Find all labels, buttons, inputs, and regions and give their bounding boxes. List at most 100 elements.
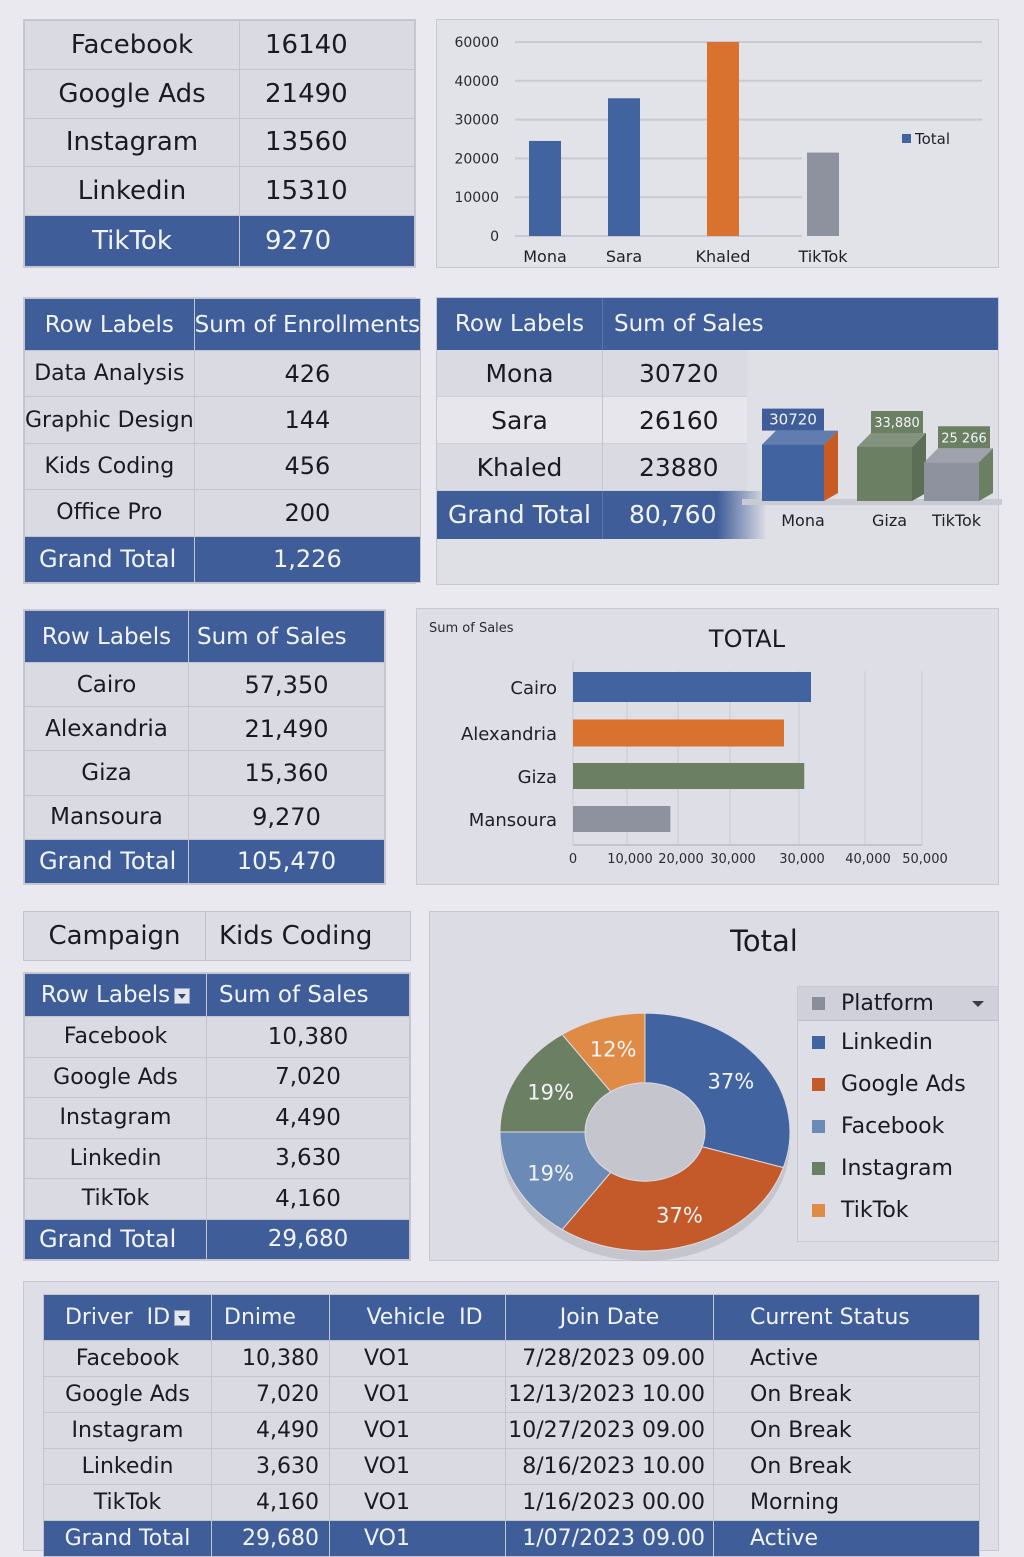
table-row[interactable]: Google Ads 7,020 VO1 xyxy=(43,1376,520,1413)
row-label[interactable]: Linkedin xyxy=(24,166,240,217)
header-sum-enrollments[interactable]: Sum of Enrollments xyxy=(193,298,422,351)
dnime[interactable]: 3,630 xyxy=(211,1448,330,1485)
header-row-labels[interactable]: Row Labels xyxy=(437,298,603,350)
bar[interactable] xyxy=(807,152,839,236)
table-row[interactable]: Facebook 10,380 VO1 xyxy=(43,1340,520,1377)
table-row[interactable]: Sara 26160 xyxy=(437,397,747,444)
table-row[interactable]: Facebook 16140 xyxy=(24,20,415,70)
grand-total-label[interactable]: Grand Total xyxy=(24,535,195,584)
table-row[interactable]: Kids Coding 456 xyxy=(24,442,422,491)
table-row[interactable]: Instagram 13560 xyxy=(24,117,415,168)
row-value[interactable]: 16140 xyxy=(239,20,415,70)
join-date[interactable]: 7/28/2023 09.00 xyxy=(505,1340,714,1377)
row-label[interactable]: Graphic Design xyxy=(24,396,195,444)
row-value[interactable]: 426 xyxy=(193,349,422,398)
row-value[interactable]: 21,490 xyxy=(188,706,385,752)
table-row[interactable]: Khaled 23880 xyxy=(437,444,747,491)
row-label[interactable]: Instagram xyxy=(24,1097,207,1139)
row-label[interactable]: Instagram xyxy=(24,117,240,168)
row-value[interactable]: 3,630 xyxy=(206,1137,410,1179)
header-row-labels[interactable]: Row Labels xyxy=(24,610,189,663)
bar[interactable] xyxy=(573,763,805,789)
table-row[interactable]: Google Ads 7,020 xyxy=(24,1056,410,1098)
table-row[interactable]: Instagram 4,490 VO1 xyxy=(43,1412,520,1449)
header-current-status[interactable]: Current Status xyxy=(713,1294,980,1341)
table-row[interactable]: 7/28/2023 09.00 Active xyxy=(505,1340,980,1377)
table-row[interactable]: Graphic Design 144 xyxy=(24,396,422,444)
table-row[interactable]: TikTok 4,160 xyxy=(24,1178,410,1220)
table-row[interactable]: Google Ads 21490 xyxy=(24,68,415,119)
row-value[interactable]: 15,360 xyxy=(188,750,385,796)
filter-dropdown-icon[interactable] xyxy=(174,1310,191,1326)
bar[interactable] xyxy=(573,672,811,702)
donut-slice[interactable] xyxy=(561,1146,785,1252)
chevron-down-icon[interactable] xyxy=(972,1000,984,1007)
grand-total-row[interactable]: Grand Total 80,760 xyxy=(437,491,767,539)
row-label[interactable]: Mansoura xyxy=(24,794,189,840)
vehicle-id[interactable]: VO1 xyxy=(329,1484,520,1521)
row-label[interactable]: Data Analysis xyxy=(24,349,195,398)
row-label[interactable]: Google Ads xyxy=(24,1056,207,1098)
row-label[interactable]: Khaled xyxy=(437,444,603,491)
row-value[interactable]: 23880 xyxy=(639,453,719,482)
row-value[interactable]: 4,160 xyxy=(206,1178,410,1220)
grand-total-row[interactable]: Grand Total 29,680 VO1 xyxy=(43,1520,520,1557)
row-value[interactable]: 7,020 xyxy=(206,1056,410,1098)
header-vehicle-id[interactable]: Vehicle ID xyxy=(329,1294,520,1341)
header-row-labels[interactable]: Row Labels xyxy=(24,973,207,1017)
vehicle-id[interactable]: VO1 xyxy=(329,1412,520,1449)
row-label[interactable]: TikTok xyxy=(24,215,240,267)
dnime[interactable]: 4,160 xyxy=(211,1484,330,1521)
current-status[interactable]: On Break xyxy=(713,1448,980,1485)
grand-total-status[interactable]: Active xyxy=(713,1520,980,1557)
driver-id[interactable]: TikTok xyxy=(43,1484,212,1521)
header-sum-sales[interactable]: Sum of Sales xyxy=(614,311,764,337)
vehicle-id[interactable]: VO1 xyxy=(329,1448,520,1485)
row-label[interactable]: Sara xyxy=(437,397,603,444)
highlighted-row[interactable]: TikTok 9270 xyxy=(24,215,415,267)
row-label[interactable]: TikTok xyxy=(24,1178,207,1220)
table-row[interactable]: Instagram 4,490 xyxy=(24,1097,410,1139)
header-sum-sales[interactable]: Sum of Sales xyxy=(206,973,410,1017)
legend-item[interactable]: Instagram xyxy=(798,1147,998,1189)
join-date[interactable]: 8/16/2023 10.00 xyxy=(505,1448,714,1485)
grand-total-row[interactable]: Grand Total 105,470 xyxy=(24,838,385,885)
bar[interactable] xyxy=(608,98,640,236)
current-status[interactable]: On Break xyxy=(713,1376,980,1413)
table-row[interactable]: 8/16/2023 10.00 On Break xyxy=(505,1448,980,1485)
donut-slice[interactable] xyxy=(499,1131,612,1231)
table-row[interactable]: 1/16/2023 00.00 Morning xyxy=(505,1484,980,1521)
current-status[interactable]: On Break xyxy=(713,1412,980,1449)
legend-item[interactable]: Facebook xyxy=(798,1105,998,1147)
row-label[interactable]: Giza xyxy=(24,750,189,796)
row-value[interactable]: 10,380 xyxy=(206,1016,410,1058)
header-sum-sales[interactable]: Sum of Sales xyxy=(188,610,385,663)
row-label[interactable]: Alexandria xyxy=(24,706,189,752)
current-status[interactable]: Active xyxy=(713,1340,980,1377)
row-label[interactable]: Facebook xyxy=(24,20,240,70)
row-value[interactable]: 30720 xyxy=(639,359,719,388)
vehicle-id[interactable]: VO1 xyxy=(329,1376,520,1413)
donut-slice[interactable] xyxy=(561,1012,646,1093)
driver-id[interactable]: Google Ads xyxy=(43,1376,212,1413)
row-value[interactable]: 4,490 xyxy=(206,1097,410,1139)
grand-total-row[interactable]: 1/07/2023 09.00 Active xyxy=(505,1520,980,1557)
bar[interactable] xyxy=(529,140,561,236)
row-label[interactable]: Facebook xyxy=(24,1016,207,1058)
grand-total-vehicle[interactable]: VO1 xyxy=(329,1520,520,1557)
legend-item[interactable]: Linkedin xyxy=(798,1021,998,1063)
table-row[interactable]: Facebook 10,380 xyxy=(24,1016,410,1058)
table-row[interactable]: Cairo 57,350 xyxy=(24,661,385,708)
table-row[interactable]: TikTok 4,160 VO1 xyxy=(43,1484,520,1521)
table-row[interactable]: Data Analysis 426 xyxy=(24,349,422,398)
table-row[interactable]: Alexandria 21,490 xyxy=(24,706,385,752)
bar[interactable] xyxy=(924,462,979,501)
header-join-date[interactable]: Join Date xyxy=(505,1294,714,1341)
row-label[interactable]: Linkedin xyxy=(24,1137,207,1179)
grand-total-row[interactable]: Grand Total 29,680 xyxy=(24,1218,410,1260)
grand-total-dnime[interactable]: 29,680 xyxy=(211,1520,330,1557)
table-row[interactable]: 12/13/2023 10.00 On Break xyxy=(505,1376,980,1413)
driver-id[interactable]: Linkedin xyxy=(43,1448,212,1485)
grand-total-row[interactable]: Grand Total 1,226 xyxy=(24,535,422,584)
bar[interactable] xyxy=(573,806,671,832)
